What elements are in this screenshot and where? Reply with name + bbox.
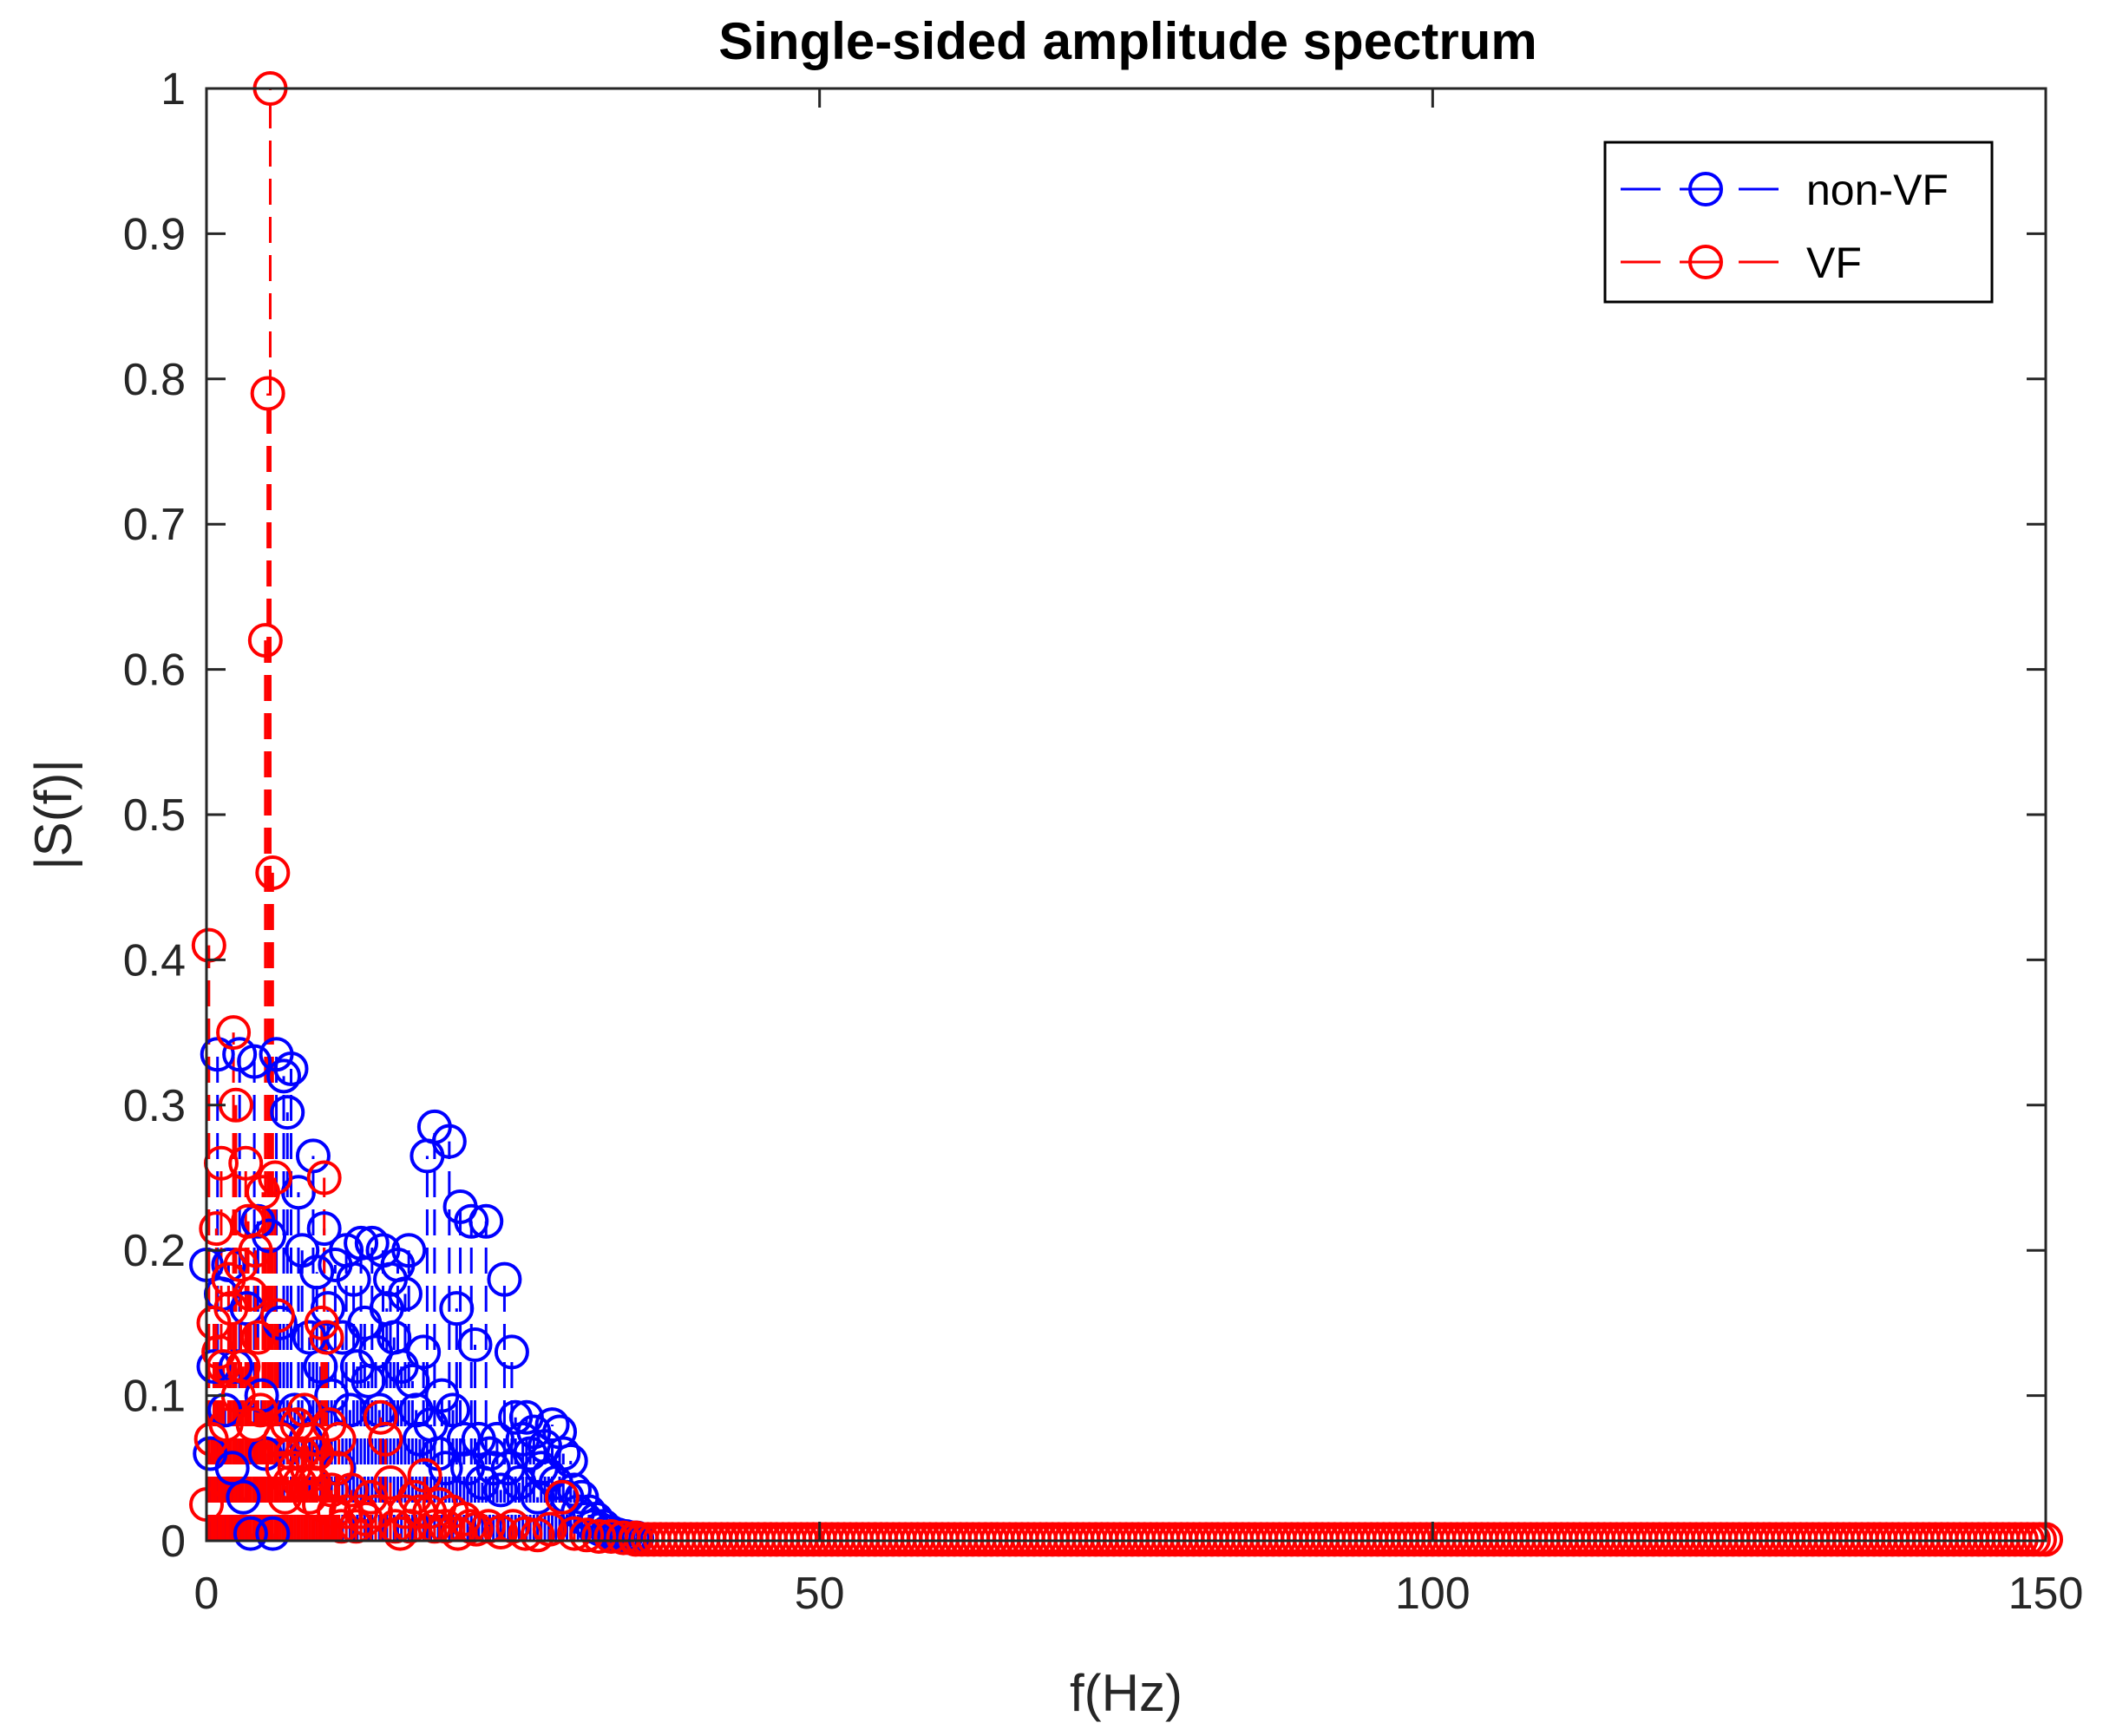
y-tick-label: 0.4 xyxy=(123,935,186,986)
legend-label-non-vf: non-VF xyxy=(1806,166,1949,214)
x-tick-label: 100 xyxy=(1395,1569,1471,1619)
y-tick-label: 0.5 xyxy=(123,790,186,841)
marker-vf xyxy=(532,1511,567,1547)
marker-vf xyxy=(250,376,285,411)
marker-non-vf xyxy=(233,1516,268,1551)
marker-vf xyxy=(258,1160,293,1196)
marker-vf xyxy=(238,1233,273,1268)
x-tick-label: 50 xyxy=(795,1569,845,1619)
marker-vf xyxy=(206,1349,241,1385)
marker-vf xyxy=(304,1305,339,1340)
marker-non-vf xyxy=(270,1095,305,1130)
legend: non-VF VF xyxy=(1603,141,1994,304)
marker-non-vf xyxy=(431,1123,467,1159)
marker-non-vf xyxy=(542,1414,578,1450)
marker-vf xyxy=(228,1145,264,1181)
legend-box xyxy=(1603,141,1994,304)
marker-non-vf xyxy=(344,1225,379,1261)
marker-vf xyxy=(544,1479,580,1515)
y-tick-label: 1 xyxy=(161,64,186,115)
marker-non-vf xyxy=(534,1407,570,1443)
marker-vf xyxy=(306,1160,342,1196)
marker-vf xyxy=(247,623,283,658)
marker-non-vf xyxy=(299,1255,335,1290)
y-axis-label: |S(f)| xyxy=(24,759,82,870)
y-tick-label: 0.7 xyxy=(123,500,186,550)
legend-marker-vf xyxy=(1688,245,1723,279)
y-tick-label: 0.9 xyxy=(123,209,186,259)
y-tick-label: 0.1 xyxy=(123,1372,186,1422)
marker-vf xyxy=(569,1517,605,1553)
y-tick-label: 0.8 xyxy=(123,355,186,405)
marker-vf xyxy=(208,1407,244,1443)
ticks-layer xyxy=(205,87,2047,1543)
marker-non-vf xyxy=(483,1472,519,1508)
chart-title: Single-sided amplitude spectrum xyxy=(718,12,1537,70)
marker-vf xyxy=(333,1472,369,1508)
marker-non-vf xyxy=(468,1203,504,1239)
marker-non-vf xyxy=(306,1211,342,1247)
legend-entry-vf: VF xyxy=(1621,239,1862,287)
marker-vf xyxy=(309,1320,344,1355)
y-tick-label: 0 xyxy=(161,1517,186,1567)
marker-non-vf xyxy=(428,1451,463,1486)
legend-label-vf: VF xyxy=(1806,239,1862,287)
marker-vf xyxy=(243,1392,278,1428)
y-tick-label: 0.2 xyxy=(123,1226,186,1276)
marker-non-vf xyxy=(196,1349,232,1385)
marker-non-vf xyxy=(439,1291,475,1327)
marker-vf xyxy=(233,1276,268,1312)
marker-vf xyxy=(226,1349,261,1385)
marker-vf xyxy=(581,1518,617,1554)
marker-vf xyxy=(446,1501,482,1536)
marker-non-vf xyxy=(387,1276,423,1312)
marker-non-vf xyxy=(214,1451,250,1486)
marker-non-vf xyxy=(406,1334,442,1370)
y-tick-label: 0.6 xyxy=(123,645,186,696)
x-axis-label: f(Hz) xyxy=(1070,1664,1183,1722)
x-tick-label: 0 xyxy=(194,1569,219,1619)
legend-entry-non-vf: non-VF xyxy=(1621,166,1949,214)
marker-non-vf xyxy=(546,1436,581,1471)
marker-vf xyxy=(557,1516,592,1551)
plot-area xyxy=(189,71,2063,1557)
marker-non-vf xyxy=(457,1327,493,1363)
markers-layer xyxy=(189,71,2063,1557)
marker-vf xyxy=(363,1399,398,1435)
marker-non-vf xyxy=(336,1261,371,1297)
marker-vf xyxy=(259,1298,295,1333)
marker-non-vf xyxy=(454,1203,489,1239)
marker-vf xyxy=(321,1421,357,1457)
marker-vf xyxy=(407,1458,442,1493)
tick-labels-layer: 0 50 100 150 0 0.1 0.2 0.3 0.4 0.5 0.6 0.7 0.8 0.9 1 xyxy=(123,64,2084,1619)
marker-non-vf xyxy=(226,1479,261,1515)
marker-non-vf xyxy=(354,1225,390,1261)
marker-non-vf xyxy=(436,1392,471,1428)
legend-marker-non-vf xyxy=(1688,172,1723,206)
marker-non-vf xyxy=(211,1247,246,1282)
marker-vf xyxy=(255,855,291,890)
marker-vf xyxy=(240,1320,276,1355)
marker-non-vf xyxy=(391,1233,427,1268)
y-tick-label: 0.3 xyxy=(123,1081,186,1131)
marker-non-vf xyxy=(487,1261,522,1297)
marker-non-vf xyxy=(479,1421,514,1457)
marker-vf xyxy=(368,1421,403,1457)
marker-non-vf xyxy=(494,1334,529,1370)
marker-vf xyxy=(458,1511,494,1547)
marker-vf xyxy=(216,1015,252,1051)
marker-non-vf xyxy=(295,1138,331,1174)
marker-vf xyxy=(383,1516,418,1551)
marker-vf xyxy=(508,1516,543,1551)
marker-non-vf xyxy=(266,1058,302,1094)
marker-non-vf xyxy=(255,1516,291,1551)
marker-vf xyxy=(199,1211,234,1247)
marker-non-vf xyxy=(237,1044,272,1079)
marker-non-vf xyxy=(273,1051,309,1086)
x-tick-label: 150 xyxy=(2008,1569,2084,1619)
